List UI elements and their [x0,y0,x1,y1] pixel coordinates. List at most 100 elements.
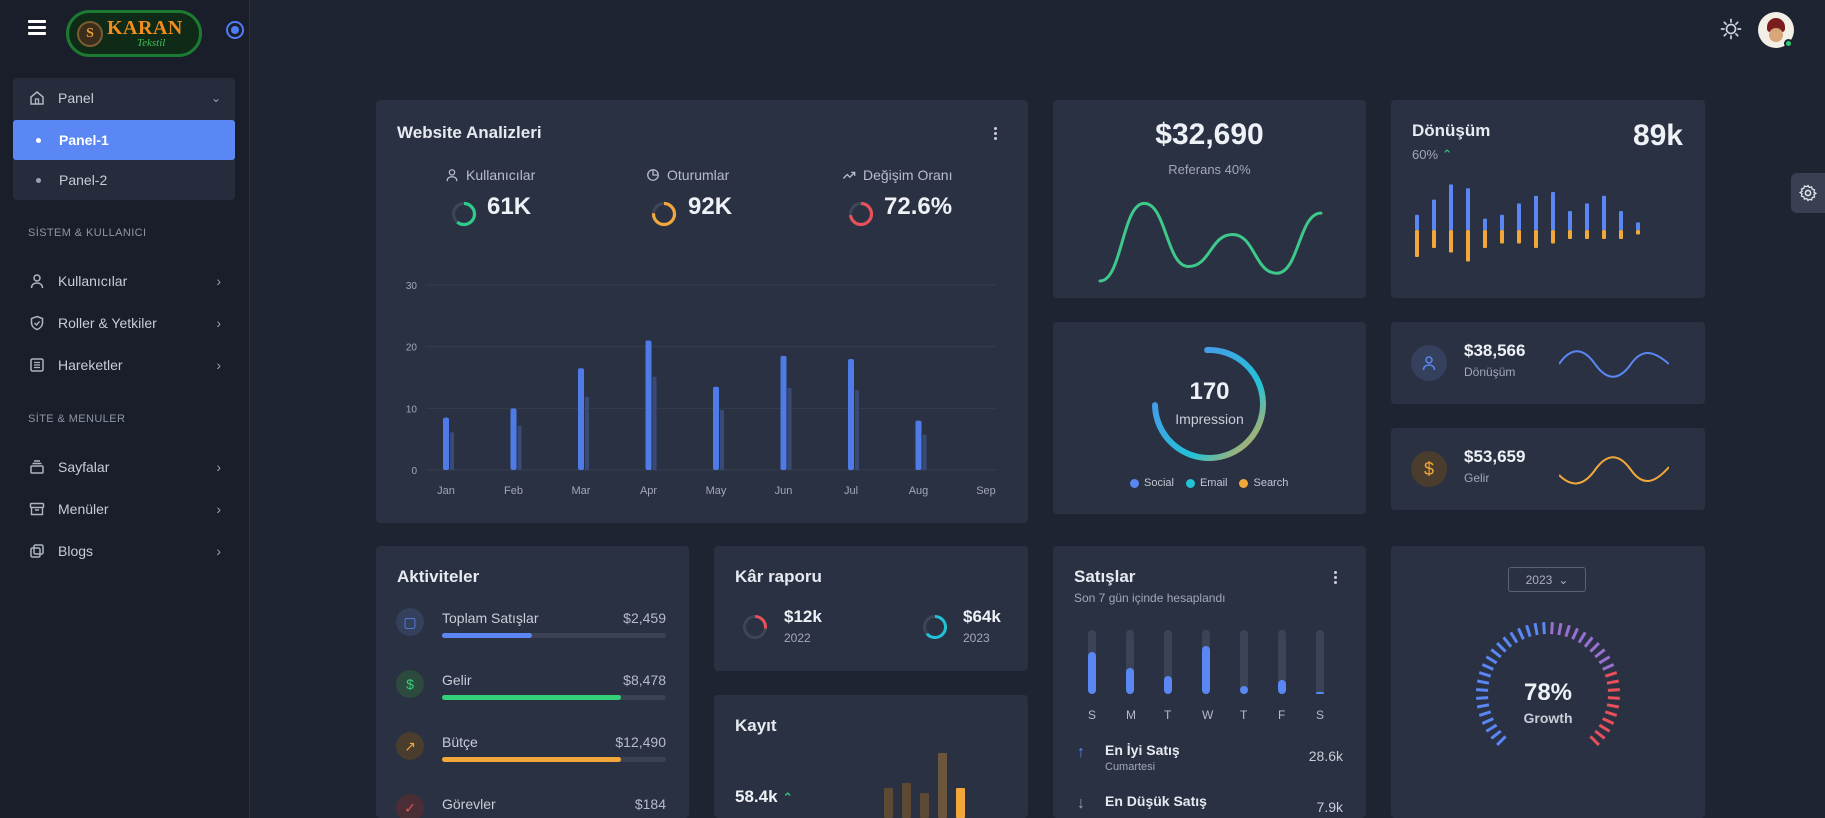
sidebar-item-panel-2[interactable]: Panel-2 [13,160,235,200]
bar-down [1449,230,1453,253]
gauge-tick [1598,723,1611,733]
stat-sessions: Oturumlar 92K [646,167,732,221]
bar-up [1534,195,1538,230]
logo-name: KARAN [107,17,183,39]
bar-up [1602,195,1606,230]
gauge-tick [1476,703,1490,709]
bar-up [1619,211,1623,230]
sales-bar-fill [1164,676,1172,694]
sidebar-item-users[interactable]: Kullanıcılar › [13,261,235,301]
profit-ring-icon [923,615,947,639]
mini-value: $53,659 [1464,447,1526,466]
referral-line [1098,201,1323,283]
bar-shadow [585,396,589,470]
bar-shadow [450,432,454,470]
sidebar-item-label: Blogs [58,543,94,559]
gauge-tick [1598,655,1611,665]
dollar-icon: $ [1411,451,1447,487]
bar [443,417,449,470]
activity-label: Görevler [442,796,496,812]
menu-toggle-icon[interactable] [28,20,46,35]
website-analytics-card: Website Analizleri Kullanıcılar 61K Otur… [376,100,1028,523]
more-options-icon[interactable] [1334,571,1338,586]
activity-amount: $2,459 [623,610,666,626]
card-title: Website Analizleri [397,123,542,142]
sidebar-item-activities[interactable]: Hareketler › [13,345,235,385]
website-bar-chart: 0 10 20 30 Jan Feb Mar Apr May Jun Jul Aug Sep [406,281,996,497]
conversion-percent: 60% ⌃ [1412,147,1453,162]
sidebar-item-blogs[interactable]: Blogs › [13,531,235,571]
arrow-up-icon: ⌃ [1441,147,1453,162]
bar-up [1636,222,1640,230]
chevron-right-icon: › [216,459,221,475]
sales-bar-fill [1278,679,1286,694]
best-sale-label: En İyi Satış [1105,742,1180,758]
sidebar: S KARAN Tekstil Panel ⌄ Panel-1 Panel-2 S… [0,0,250,818]
sidebar-item-panel[interactable]: Panel ⌄ [13,78,235,118]
sidebar-item-panel-1[interactable]: Panel-1 [13,120,235,160]
stat-label: Değişim Oranı [863,167,953,183]
day-label: F [1278,708,1286,722]
activity-progress [442,695,666,700]
worst-sale-value: 7.9k [1316,799,1343,815]
sales-card: Satışlar Son 7 gün içinde hesaplandı S M T… [1053,546,1366,818]
chevron-down-icon: ⌄ [210,91,221,105]
bar-down [1636,230,1640,235]
x-tick-label: Sep [976,485,996,497]
arrow-down-icon: ↓ [1077,795,1085,812]
bar-up [1483,218,1487,230]
gauge-tick [1485,655,1498,665]
sidebar-item-label: Panel-2 [59,172,108,188]
brand-logo[interactable]: S KARAN Tekstil [66,10,202,57]
bar [645,340,652,470]
sidebar-item-roles[interactable]: Roller & Yetkiler › [13,303,235,343]
day-label: W [1202,708,1214,722]
home-icon [28,89,46,107]
x-tick-label: Feb [504,485,523,497]
bar-shadow [922,434,927,470]
gauge-tick [1478,710,1492,717]
day-label: S [1316,708,1325,722]
registration-card: Kayıt 58.4k ⌃ [714,695,1028,818]
gauge-tick [1476,696,1489,700]
bar-down [1415,230,1419,257]
bar-down [1602,230,1606,239]
sales-bar [1164,630,1172,694]
gauge-tick [1478,671,1492,678]
impression-label: Impression [1175,411,1244,427]
gauge-tick [1485,723,1498,733]
impression-legend: Social Email Search [1130,477,1288,489]
bar [920,793,929,818]
chevron-right-icon: › [216,315,221,331]
bar-down [1483,230,1487,248]
year-select[interactable]: 2023 ⌄ [1508,567,1586,592]
gauge-tick [1602,663,1615,671]
sales-subtitle: Son 7 gün içinde hesaplandı [1074,591,1226,605]
sales-bar [1316,630,1324,694]
sidebar-item-menus[interactable]: Menüler › [13,489,235,529]
bar-up [1551,192,1555,230]
gauge-tick [1583,636,1594,648]
more-options-icon[interactable] [994,127,998,142]
sidebar-pin-icon[interactable] [226,21,244,39]
theme-toggle-icon[interactable] [1720,18,1742,40]
bar [713,386,719,470]
gauge-tick [1525,624,1532,638]
legend-email: Email [1185,477,1227,489]
sidebar-item-label: Sayfalar [58,459,110,475]
gauge-tick [1476,679,1490,685]
gauge-tick [1517,627,1525,640]
sidebar-item-pages[interactable]: Sayfalar › [13,447,235,487]
mini-wave-chart [1559,456,1669,485]
bar-down [1466,230,1470,262]
x-tick-label: Jan [437,485,455,497]
sales-bar [1278,630,1286,694]
settings-gear-icon[interactable] [1791,173,1825,213]
gauge-tick [1481,663,1494,671]
card-title: Kâr raporu [735,567,822,586]
gauge-tick [1594,729,1606,740]
activity-label: Toplam Satışlar [442,610,539,626]
bullet-icon [36,137,41,143]
arrow-up-icon: ⌃ [782,790,794,805]
online-status-badge [1784,39,1793,48]
